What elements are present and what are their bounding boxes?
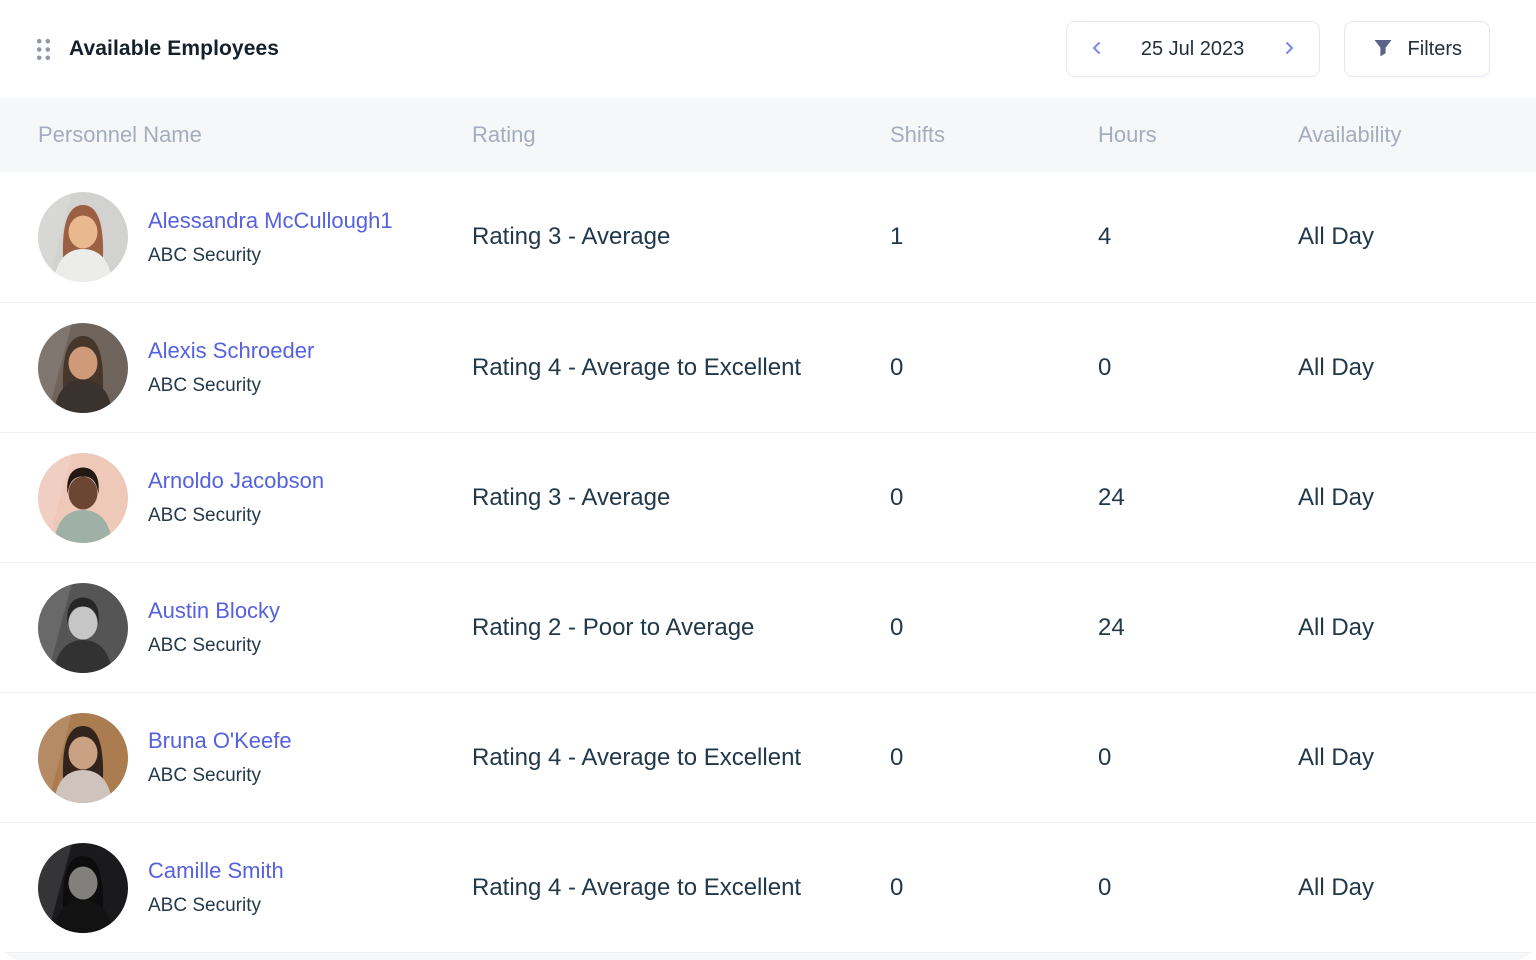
shifts-cell: 0 bbox=[890, 353, 904, 381]
availability-cell: All Day bbox=[1298, 353, 1375, 381]
table-row[interactable]: Bruna O'Keefe ABC Security Rating 4 - Av… bbox=[0, 692, 1536, 822]
rating-cell: Rating 4 - Average to Excellent bbox=[472, 873, 802, 901]
next-section-header-peek bbox=[0, 952, 1536, 960]
employee-company: ABC Security bbox=[148, 244, 261, 266]
employee-name-link[interactable]: Arnoldo Jacobson bbox=[148, 468, 325, 493]
employee-avatar bbox=[38, 582, 128, 673]
rating-cell: Rating 3 - Average bbox=[472, 483, 671, 511]
table-row[interactable]: Alexis Schroeder ABC Security Rating 4 -… bbox=[0, 302, 1536, 432]
name-stack: Camille Smith ABC Security bbox=[148, 858, 284, 917]
hours-cell: 0 bbox=[1098, 353, 1112, 381]
hours-cell: 24 bbox=[1098, 483, 1125, 511]
page-title: Available Employees bbox=[69, 37, 280, 60]
rating-cell: Rating 3 - Average bbox=[472, 223, 671, 250]
employee-company: ABC Security bbox=[148, 895, 261, 916]
employee-name-link[interactable]: Austin Blocky bbox=[148, 598, 281, 623]
employee-company: ABC Security bbox=[148, 375, 261, 396]
name-stack: Arnoldo Jacobson ABC Security bbox=[148, 468, 324, 527]
chevron-right-icon bbox=[1281, 40, 1297, 59]
personnel-cell: Arnoldo Jacobson ABC Security bbox=[38, 452, 472, 543]
employee-name-link[interactable]: Alexis Schroeder bbox=[148, 338, 315, 363]
name-stack: Austin Blocky ABC Security bbox=[148, 598, 280, 657]
shifts-cell: 0 bbox=[890, 483, 904, 511]
column-header-shifts: Shifts bbox=[890, 122, 946, 147]
hours-cell: 24 bbox=[1098, 613, 1125, 641]
drag-handle-icon[interactable] bbox=[34, 34, 53, 65]
employee-name-link[interactable]: Alessandra McCullough1 bbox=[148, 207, 393, 233]
table-header-row: Personnel Name Rating Shifts Hours Avail… bbox=[0, 98, 1536, 172]
shifts-cell: 0 bbox=[890, 613, 904, 641]
column-header-hours: Hours bbox=[1098, 122, 1157, 147]
column-header-rating: Rating bbox=[472, 122, 536, 147]
panel-header: Available Employees 25 Jul 2023 bbox=[0, 0, 1536, 98]
table-row[interactable]: Arnoldo Jacobson ABC Security Rating 3 -… bbox=[0, 432, 1536, 562]
hours-cell: 4 bbox=[1098, 223, 1112, 250]
shifts-cell: 1 bbox=[890, 223, 904, 250]
rating-cell: Rating 4 - Average to Excellent bbox=[472, 353, 802, 381]
personnel-cell: Alessandra McCullough1 ABC Security bbox=[38, 192, 472, 282]
panel-header-left: Available Employees bbox=[34, 34, 279, 65]
chevron-left-icon bbox=[1089, 40, 1105, 59]
employee-name-link[interactable]: Camille Smith bbox=[148, 858, 284, 883]
filters-button-label: Filters bbox=[1407, 37, 1462, 60]
filter-funnel-icon bbox=[1372, 37, 1394, 62]
prev-day-button[interactable] bbox=[1085, 36, 1109, 63]
employee-avatar bbox=[38, 842, 128, 933]
personnel-cell: Austin Blocky ABC Security bbox=[38, 582, 472, 673]
column-header-personnel-name: Personnel Name bbox=[38, 122, 202, 147]
availability-cell: All Day bbox=[1298, 873, 1375, 901]
hours-cell: 0 bbox=[1098, 873, 1112, 901]
table-row[interactable]: Alessandra McCullough1 ABC Security Rati… bbox=[0, 172, 1536, 302]
availability-cell: All Day bbox=[1298, 223, 1375, 250]
next-day-button[interactable] bbox=[1277, 36, 1301, 63]
name-stack: Alessandra McCullough1 ABC Security bbox=[148, 208, 393, 267]
personnel-cell: Bruna O'Keefe ABC Security bbox=[38, 712, 472, 803]
employee-company: ABC Security bbox=[148, 505, 261, 526]
employee-avatar bbox=[38, 712, 128, 803]
personnel-cell: Camille Smith ABC Security bbox=[38, 842, 472, 933]
employee-company: ABC Security bbox=[148, 635, 261, 656]
date-navigator: 25 Jul 2023 bbox=[1065, 21, 1320, 77]
employee-company: ABC Security bbox=[148, 765, 261, 786]
rating-cell: Rating 2 - Poor to Average bbox=[472, 613, 755, 641]
rating-cell: Rating 4 - Average to Excellent bbox=[472, 743, 802, 771]
employee-avatar bbox=[38, 192, 128, 282]
availability-cell: All Day bbox=[1298, 483, 1375, 511]
table-row[interactable]: Austin Blocky ABC Security Rating 2 - Po… bbox=[0, 562, 1536, 692]
name-stack: Alexis Schroeder ABC Security bbox=[148, 338, 314, 397]
availability-cell: All Day bbox=[1298, 743, 1375, 771]
filters-button[interactable]: Filters bbox=[1343, 21, 1490, 77]
current-date[interactable]: 25 Jul 2023 bbox=[1140, 37, 1245, 60]
hours-cell: 0 bbox=[1098, 743, 1112, 771]
personnel-cell: Alexis Schroeder ABC Security bbox=[38, 322, 472, 413]
shifts-cell: 0 bbox=[890, 743, 904, 771]
availability-cell: All Day bbox=[1298, 613, 1375, 641]
column-header-availability: Availability bbox=[1298, 122, 1402, 147]
table-row[interactable]: Camille Smith ABC Security Rating 4 - Av… bbox=[0, 822, 1536, 952]
name-stack: Bruna O'Keefe ABC Security bbox=[148, 728, 292, 787]
table-body: Alessandra McCullough1 ABC Security Rati… bbox=[0, 172, 1536, 952]
employee-avatar bbox=[38, 452, 128, 543]
panel-header-right: 25 Jul 2023 Filters bbox=[1065, 21, 1490, 77]
employee-avatar bbox=[38, 322, 128, 413]
shifts-cell: 0 bbox=[890, 873, 904, 901]
employee-name-link[interactable]: Bruna O'Keefe bbox=[148, 728, 292, 753]
